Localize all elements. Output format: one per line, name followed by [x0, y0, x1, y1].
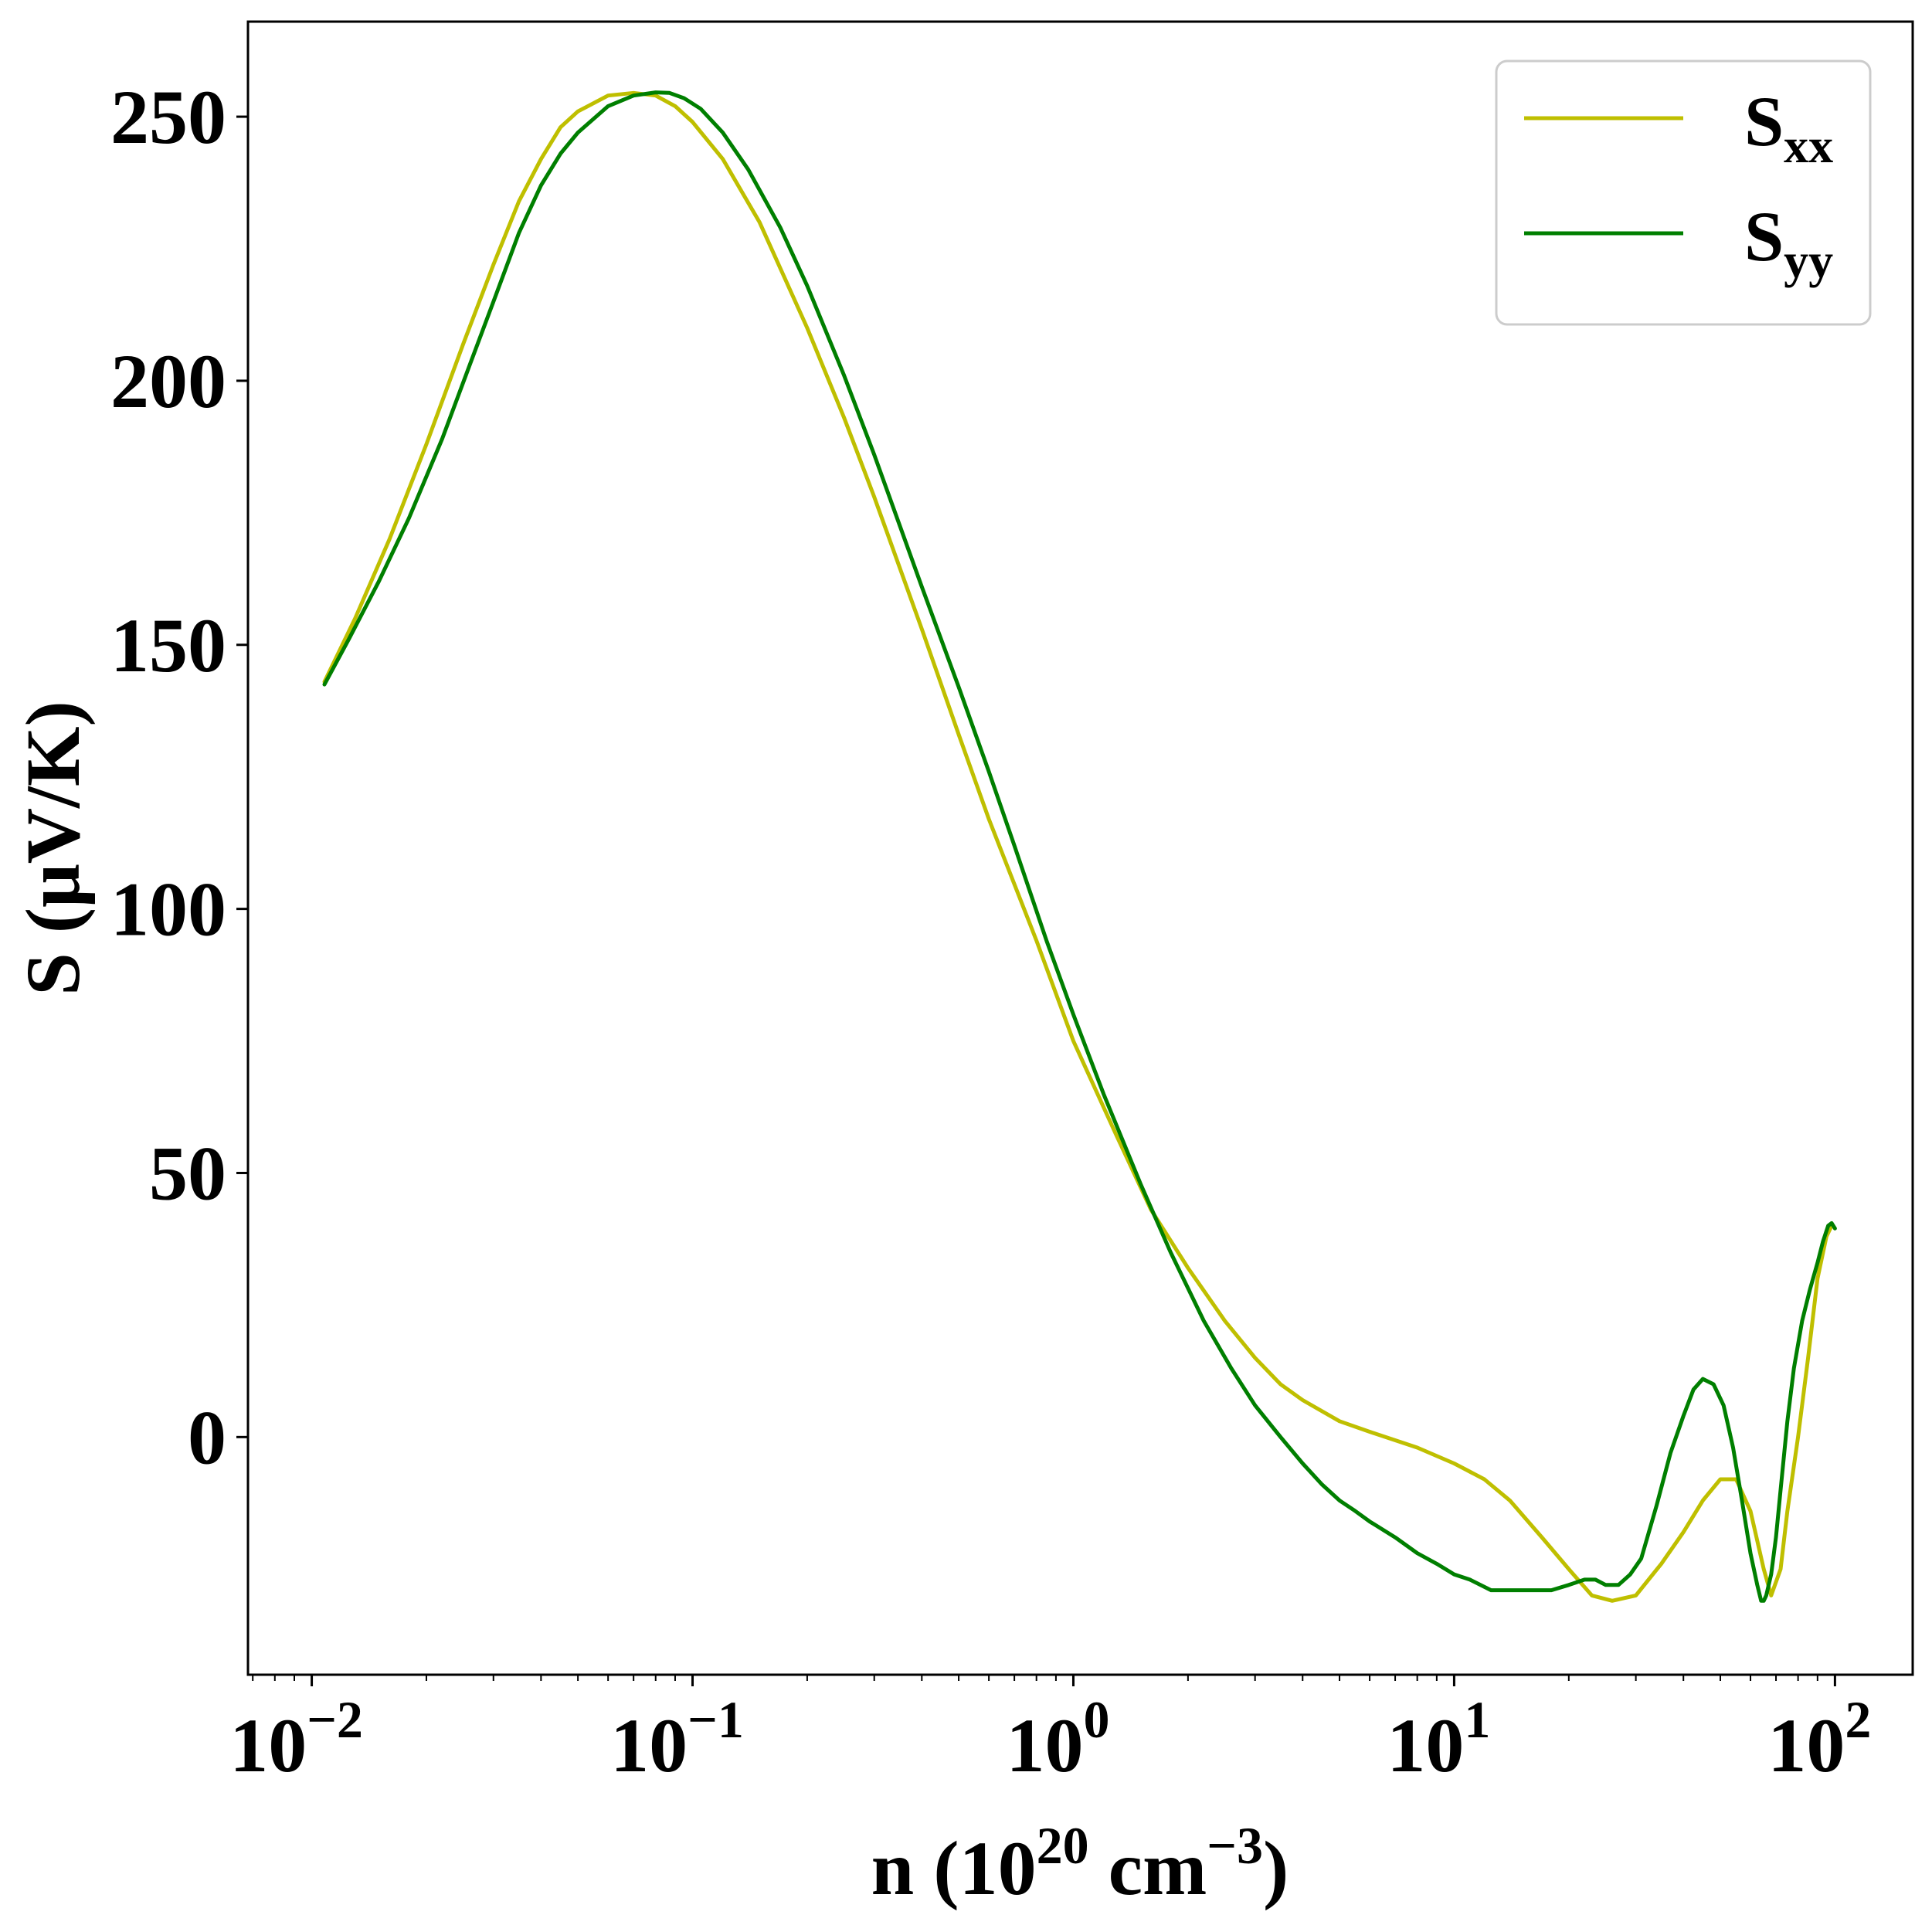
legend-label-syy-sub: yy [1784, 233, 1833, 288]
series-layer [322, 90, 1837, 1603]
x-tick-base: 10 [1006, 1703, 1083, 1788]
y-axis-label: S (μV/K) [10, 701, 96, 996]
legend-label-sxx-main: S [1744, 82, 1784, 161]
x-tick-base: 10 [610, 1703, 688, 1788]
y-tick-label: 250 [110, 74, 226, 160]
x-tick-label: 102 [1767, 1690, 1871, 1788]
x-axis-label-mid: cm [1089, 1825, 1207, 1911]
x-axis-label-sup1: 20 [1037, 1816, 1089, 1875]
legend-label-sxx: Sxx [1744, 82, 1833, 173]
y-tick-label: 200 [110, 338, 226, 424]
series-line-s-yy [322, 90, 1837, 1603]
x-axis-label-post: ) [1263, 1825, 1289, 1911]
x-tick-exponent: 0 [1083, 1690, 1109, 1749]
legend-label-sxx-sub: xx [1784, 118, 1833, 173]
y-tick-label: 50 [149, 1130, 226, 1216]
x-tick-base: 10 [1767, 1703, 1845, 1788]
y-axis-ticks: 0 50 100 150 200 250 [110, 74, 248, 1480]
x-axis-ticks: 10−2 10−1 100 101 102 [229, 1675, 1871, 1788]
x-tick-exponent: −1 [688, 1690, 744, 1749]
x-tick-exponent: −2 [307, 1690, 363, 1749]
y-tick-label: 100 [110, 867, 226, 952]
x-axis-label-sup2: −3 [1207, 1816, 1263, 1875]
y-tick-label: 0 [188, 1394, 226, 1480]
series-line-s-xx [322, 90, 1834, 1603]
legend-label-syy: Syy [1744, 197, 1833, 288]
x-tick-exponent: 1 [1464, 1690, 1490, 1749]
y-tick-label: 150 [110, 603, 226, 688]
x-tick-label: 101 [1387, 1690, 1490, 1788]
chart-legend: Sxx Syy [1495, 59, 1872, 326]
x-tick-exponent: 2 [1845, 1690, 1871, 1749]
x-tick-label: 10−1 [610, 1690, 744, 1788]
x-tick-base: 10 [229, 1703, 307, 1788]
x-axis-label-pre: n (10 [871, 1825, 1037, 1911]
legend-box [1495, 59, 1872, 326]
x-axis-label: n (1020 cm−3) [871, 1816, 1289, 1911]
x-tick-base: 10 [1387, 1703, 1464, 1788]
legend-label-syy-main: S [1744, 197, 1784, 276]
x-tick-label: 10−2 [229, 1690, 363, 1788]
x-tick-label: 100 [1006, 1690, 1109, 1788]
plot-frame [246, 20, 1914, 1676]
